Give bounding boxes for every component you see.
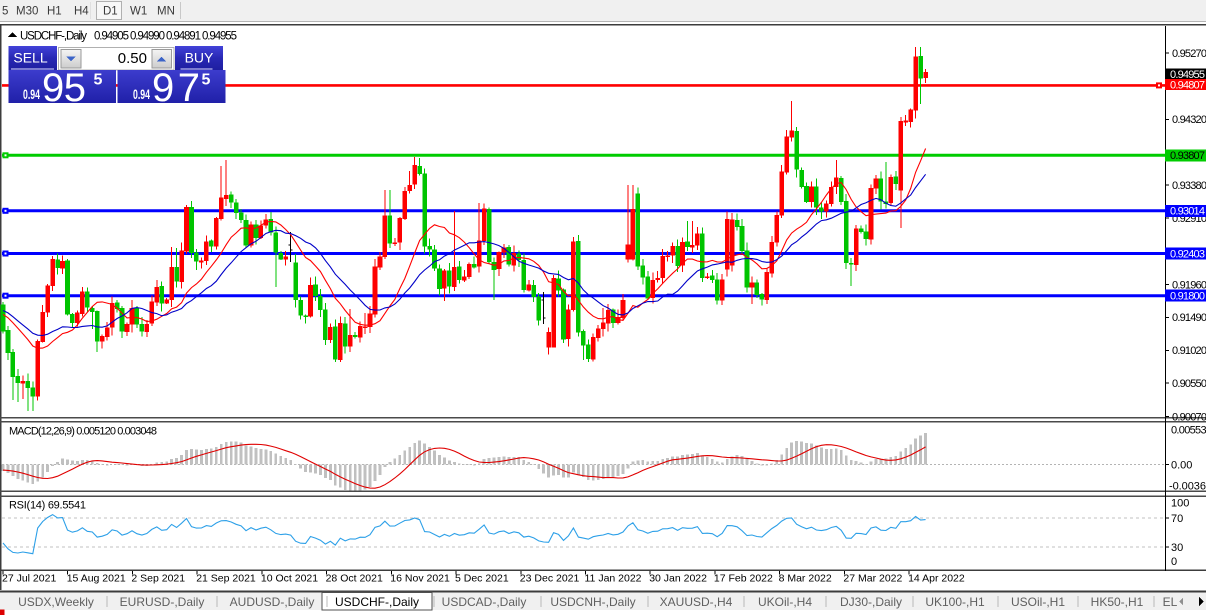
svg-text:0.93807: 0.93807 xyxy=(1170,150,1205,162)
svg-text:5: 5 xyxy=(202,72,211,89)
svg-text:23 Dec 2021: 23 Dec 2021 xyxy=(520,573,580,585)
svg-text:0.94: 0.94 xyxy=(133,87,150,102)
svg-text:0.91490: 0.91490 xyxy=(1172,312,1206,324)
svg-text:DJ30-,Daily: DJ30-,Daily xyxy=(840,595,902,609)
svg-text:2 Sep 2021: 2 Sep 2021 xyxy=(131,573,185,585)
svg-text:USDCHF-,Daily: USDCHF-,Daily xyxy=(20,31,87,43)
svg-text:8 Mar 2022: 8 Mar 2022 xyxy=(779,573,832,585)
svg-text:0.93380: 0.93380 xyxy=(1172,180,1206,192)
svg-text:0.94807: 0.94807 xyxy=(1170,79,1205,91)
svg-text:EURUSD-,Daily: EURUSD-,Daily xyxy=(120,595,205,609)
svg-text:SELL: SELL xyxy=(13,50,47,66)
svg-text:USOil-,H1: USOil-,H1 xyxy=(1011,595,1065,609)
svg-text:USDCAD-,Daily: USDCAD-,Daily xyxy=(442,595,527,609)
svg-text:30 Jan 2022: 30 Jan 2022 xyxy=(649,573,707,585)
svg-text:5: 5 xyxy=(2,6,8,18)
svg-text:0.005537: 0.005537 xyxy=(1171,425,1206,437)
svg-text:0: 0 xyxy=(1171,556,1177,568)
svg-text:H1: H1 xyxy=(47,6,62,18)
svg-text:D1: D1 xyxy=(103,6,118,18)
svg-text:BUY: BUY xyxy=(185,50,214,66)
svg-text:14 Apr 2022: 14 Apr 2022 xyxy=(908,573,965,585)
svg-text:EL: EL xyxy=(1163,595,1178,609)
svg-text:0.91800: 0.91800 xyxy=(1170,291,1205,303)
svg-text:0.94955: 0.94955 xyxy=(1170,69,1205,81)
svg-text:0.95270: 0.95270 xyxy=(1172,48,1206,60)
svg-text:5 Dec 2021: 5 Dec 2021 xyxy=(455,573,509,585)
svg-text:MN: MN xyxy=(157,6,175,18)
svg-text:28 Oct 2021: 28 Oct 2021 xyxy=(326,573,383,585)
svg-text:AUDUSD-,Daily: AUDUSD-,Daily xyxy=(230,595,315,609)
svg-text:UK100-,H1: UK100-,H1 xyxy=(925,595,985,609)
svg-text:0.00: 0.00 xyxy=(1171,460,1192,472)
svg-text:70: 70 xyxy=(1171,513,1183,525)
svg-text:0.91960: 0.91960 xyxy=(1172,279,1206,291)
svg-text:16 Nov 2021: 16 Nov 2021 xyxy=(390,573,450,585)
svg-text:HK50-,H1: HK50-,H1 xyxy=(1091,595,1144,609)
svg-text:UKOil-,H4: UKOil-,H4 xyxy=(758,595,812,609)
svg-text:XAUUSD-,H4: XAUUSD-,H4 xyxy=(660,595,733,609)
svg-text:0.92403: 0.92403 xyxy=(1170,248,1205,260)
svg-text:0.91020: 0.91020 xyxy=(1172,345,1206,357)
svg-text:30: 30 xyxy=(1171,542,1183,554)
svg-text:USDCHF-,Daily: USDCHF-,Daily xyxy=(335,595,419,609)
svg-text:21 Sep 2021: 21 Sep 2021 xyxy=(196,573,256,585)
svg-text:0.90550: 0.90550 xyxy=(1172,378,1206,390)
svg-text:27 Jul 2021: 27 Jul 2021 xyxy=(2,573,56,585)
svg-text:0.94: 0.94 xyxy=(23,87,40,102)
svg-text:95: 95 xyxy=(42,66,86,110)
svg-text:15 Aug 2021: 15 Aug 2021 xyxy=(67,573,126,585)
svg-text:MACD(12,26,9) 0.005120 0.00304: MACD(12,26,9) 0.005120 0.003048 xyxy=(9,426,157,438)
svg-text:W1: W1 xyxy=(130,6,147,18)
svg-text:USDX,Weekly: USDX,Weekly xyxy=(18,595,94,609)
svg-text:RSI(14) 69.5541: RSI(14) 69.5541 xyxy=(9,500,86,512)
svg-text:H4: H4 xyxy=(74,6,89,18)
svg-text:0.93014: 0.93014 xyxy=(1170,206,1205,218)
svg-text:10 Oct 2021: 10 Oct 2021 xyxy=(261,573,318,585)
svg-text:0.90070: 0.90070 xyxy=(1172,412,1206,424)
svg-text:0.94905 0.94990 0.94891 0.9495: 0.94905 0.94990 0.94891 0.94955 xyxy=(94,31,237,43)
svg-text:100: 100 xyxy=(1171,498,1189,510)
svg-text:11 Jan 2022: 11 Jan 2022 xyxy=(585,573,642,585)
svg-text:27 Mar 2022: 27 Mar 2022 xyxy=(843,573,902,585)
svg-text:-0.00364: -0.00364 xyxy=(1169,481,1206,493)
svg-text:5: 5 xyxy=(94,72,103,89)
svg-text:17 Feb 2022: 17 Feb 2022 xyxy=(714,573,773,585)
svg-text:0.50: 0.50 xyxy=(118,50,147,67)
svg-text:0.94320: 0.94320 xyxy=(1172,114,1206,126)
svg-text:USDCNH-,Daily: USDCNH-,Daily xyxy=(550,595,635,609)
svg-text:M30: M30 xyxy=(16,6,38,18)
